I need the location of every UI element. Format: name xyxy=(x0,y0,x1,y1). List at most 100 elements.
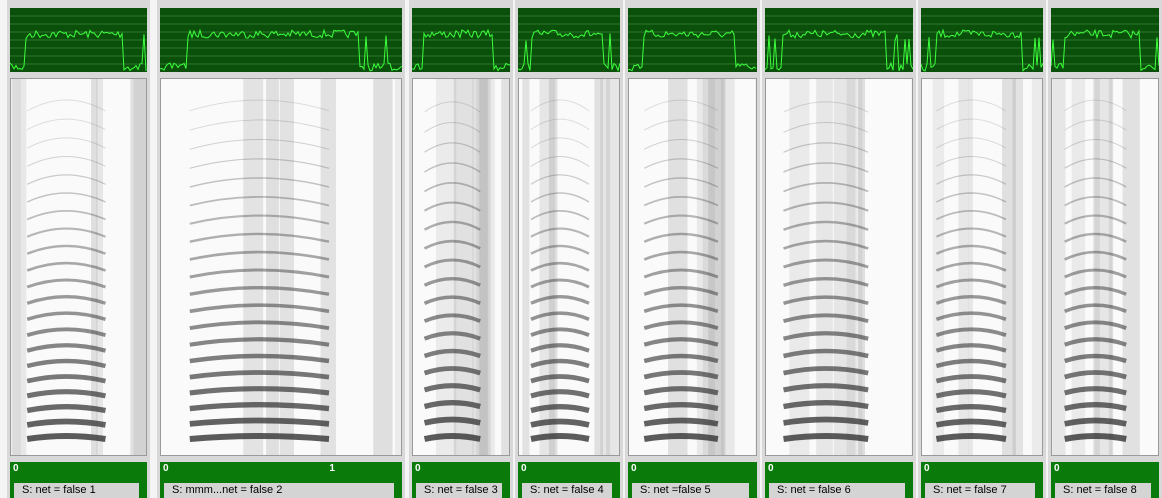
harmonic xyxy=(27,436,105,439)
time-start: 0 xyxy=(1054,463,1060,474)
harmonic xyxy=(531,345,589,350)
time-start: 0 xyxy=(924,463,930,474)
waveform-line xyxy=(921,30,1043,71)
sample-label: S: net = false 3 xyxy=(416,483,502,498)
noise-band xyxy=(847,79,863,455)
noise-band xyxy=(789,79,809,455)
harmonic xyxy=(531,376,589,381)
spectrogram xyxy=(765,78,913,456)
noise-band xyxy=(454,79,474,455)
noise-band xyxy=(243,79,263,455)
spectrogram-plot xyxy=(766,79,912,455)
waveform xyxy=(518,8,620,72)
harmonic xyxy=(27,407,105,411)
spectrogram-plot xyxy=(629,79,756,455)
spectrogram-plot xyxy=(161,79,401,455)
noise-band xyxy=(436,79,456,455)
noise-band xyxy=(1109,79,1113,455)
time-start: 0 xyxy=(768,463,774,474)
sample-label: S: mmm...net = false 2 xyxy=(164,483,394,498)
footer-bar: 0 S: net = false 7 xyxy=(921,462,1043,498)
harmonic xyxy=(531,361,589,366)
noise-band xyxy=(721,79,735,455)
harmonic xyxy=(27,376,105,381)
noise-band xyxy=(697,79,715,455)
noise-band xyxy=(549,79,558,455)
sample-label: S: net =false 5 xyxy=(632,483,749,498)
noise-band xyxy=(969,79,973,455)
footer-bar: 0S: net = false 3 xyxy=(412,462,510,498)
spectrogram-plot xyxy=(922,79,1042,455)
time-start: 0 xyxy=(163,463,169,474)
harmonic xyxy=(531,421,589,424)
waveform-line xyxy=(10,30,146,71)
harmonic xyxy=(27,421,105,424)
harmonic xyxy=(190,436,329,439)
footer-bar: 0 S: net = false 8 xyxy=(1051,462,1159,498)
footer-bar: 0 1 S: mmm...net = false 2 xyxy=(160,462,402,498)
waveform-line xyxy=(628,30,756,71)
panel: 0 1 S: mmm...net = false 2 xyxy=(157,0,405,498)
waveform xyxy=(765,8,913,72)
harmonic xyxy=(27,345,105,350)
spectrogram-plot xyxy=(11,79,146,455)
noise-band xyxy=(1093,79,1100,455)
harmonic xyxy=(644,436,718,439)
spectrogram xyxy=(412,78,510,456)
noise-band xyxy=(606,79,619,455)
waveform-plot xyxy=(10,8,147,72)
noise-band xyxy=(1032,79,1042,455)
harmonic xyxy=(531,436,589,439)
noise-band xyxy=(958,79,969,455)
footer-bar: 0 S: net = false 1 xyxy=(10,462,147,498)
waveform xyxy=(10,8,147,72)
noise-band xyxy=(373,79,392,455)
noise-band xyxy=(755,79,756,455)
noise-band xyxy=(1013,79,1024,455)
time-start: 0 xyxy=(521,463,527,474)
time-end: 1 xyxy=(329,463,335,474)
waveform xyxy=(412,8,510,72)
noise-band xyxy=(1072,79,1086,455)
noise-band xyxy=(522,79,529,455)
sample-label: S: net = false 6 xyxy=(769,483,905,498)
waveform-plot xyxy=(765,8,913,72)
screen: 0 S: net = false 1 0 1 S: mmm...net = false … xyxy=(0,0,1162,498)
spectrogram-plot xyxy=(413,79,509,455)
sample-label: S: net = false 1 xyxy=(14,483,139,498)
noise-band xyxy=(816,79,833,455)
noise-band xyxy=(266,79,279,455)
spectrogram xyxy=(160,78,402,456)
panel: 0 S: net = false 7 xyxy=(918,0,1046,498)
waveform-plot xyxy=(628,8,757,72)
harmonic xyxy=(531,407,589,411)
waveform-plot xyxy=(1051,8,1159,72)
noise-band xyxy=(668,79,687,455)
waveform-plot xyxy=(518,8,620,72)
harmonic xyxy=(784,436,869,439)
spectrogram xyxy=(518,78,620,456)
harmonic xyxy=(936,436,1006,439)
noise-band xyxy=(280,79,294,455)
waveform-line xyxy=(412,30,510,71)
sample-label: S: net = false 8 xyxy=(1055,483,1151,498)
time-start: 0 xyxy=(13,463,19,474)
footer-bar: 0S: net =false 5 xyxy=(628,462,757,498)
panel: 0 S: net = false 6 xyxy=(762,0,916,498)
harmonic xyxy=(27,392,105,396)
panel: 0S: net = false 4 xyxy=(515,0,623,498)
waveform-plot xyxy=(160,8,402,72)
noise-band xyxy=(1052,79,1065,455)
noise-band xyxy=(321,79,336,455)
panel: 0 S: net = false 8 xyxy=(1048,0,1162,498)
harmonic xyxy=(1065,436,1126,439)
spectrogram-plot xyxy=(519,79,619,455)
spectrogram xyxy=(1051,78,1159,456)
harmonic xyxy=(27,361,105,366)
sample-label: S: net = false 7 xyxy=(925,483,1035,498)
harmonic xyxy=(425,436,481,439)
spectrogram-plot xyxy=(1052,79,1158,455)
waveform xyxy=(628,8,757,72)
